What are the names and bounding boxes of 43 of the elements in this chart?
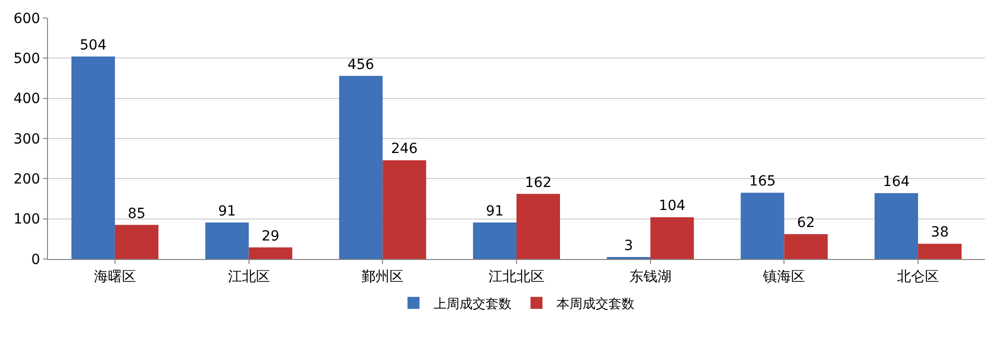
bar [650, 217, 694, 259]
y-tick-label: 200 [13, 172, 40, 188]
data-label: 104 [658, 198, 686, 214]
y-tick-label: 100 [13, 212, 40, 228]
x-tick-label: 鄞州区 [362, 268, 404, 285]
data-label: 91 [486, 203, 504, 220]
y-tick-label: 400 [13, 91, 40, 108]
data-label: 3 [624, 238, 634, 254]
data-label: 246 [390, 141, 418, 158]
bar [516, 194, 560, 259]
x-tick-label: 东钱湖 [629, 268, 672, 285]
legend-label: 本周成交套数 [556, 296, 634, 312]
data-label: 162 [524, 174, 552, 191]
bar [339, 76, 383, 259]
data-label: 91 [218, 203, 236, 220]
x-tick-label: 镇海区 [762, 268, 806, 285]
data-label: 29 [262, 228, 280, 244]
data-label: 456 [347, 56, 374, 73]
bar [874, 193, 918, 259]
bar [473, 222, 516, 259]
bar [114, 224, 158, 259]
data-label: 165 [749, 174, 776, 190]
bar [740, 192, 784, 259]
data-label: 85 [128, 206, 146, 222]
x-tick-label: 江北北区 [488, 268, 544, 285]
data-label: 62 [797, 215, 815, 232]
data-label: 504 [80, 38, 107, 54]
x-tick-label: 北仑区 [897, 268, 940, 285]
bar [784, 234, 828, 259]
x-tick-label: 海曙区 [94, 268, 136, 285]
y-tick-label: 500 [13, 51, 40, 68]
data-label: 164 [882, 174, 910, 190]
y-tick-label: 600 [13, 10, 40, 27]
bar [918, 244, 962, 259]
bar [382, 160, 426, 259]
bar [248, 247, 292, 259]
bar [71, 56, 115, 259]
y-tick-label: 0 [31, 252, 40, 268]
bar [205, 222, 249, 259]
y-tick-label: 300 [13, 131, 40, 148]
data-label: 38 [930, 224, 949, 241]
x-tick-label: 江北区 [228, 268, 270, 285]
legend-label: 上周成交套数 [434, 296, 512, 312]
